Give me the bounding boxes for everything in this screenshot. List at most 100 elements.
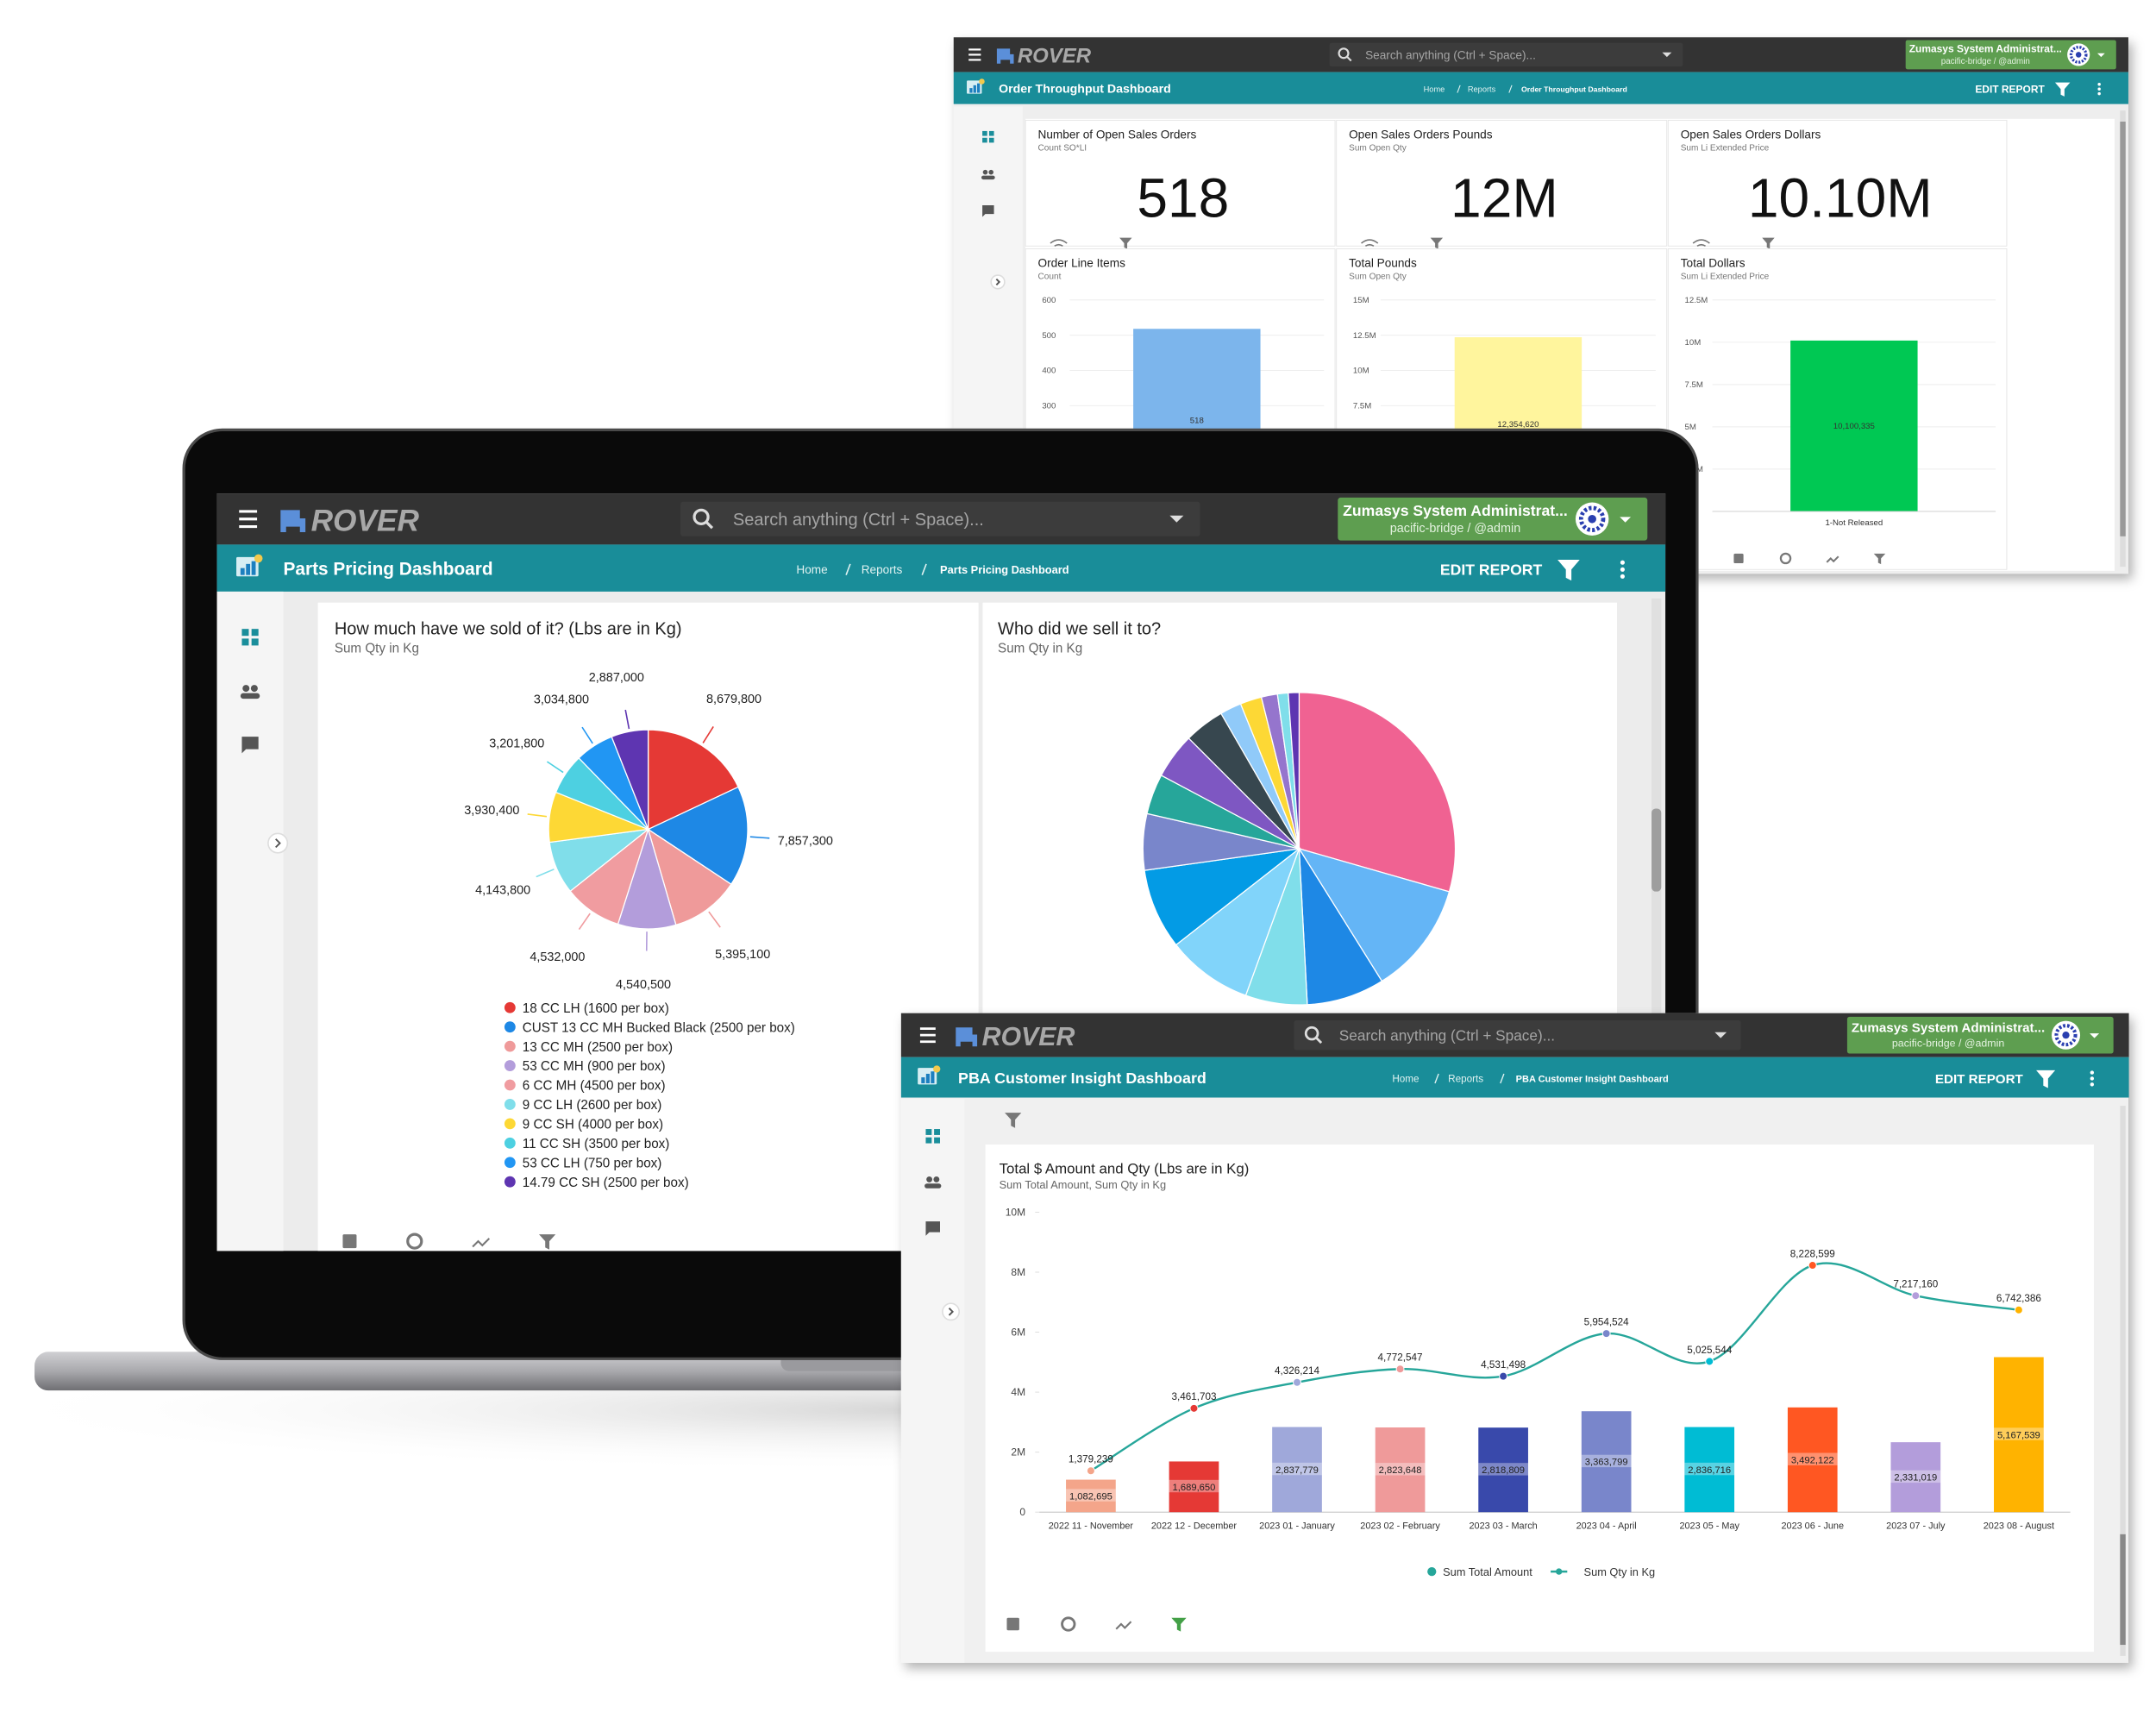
- more-icon: [1620, 560, 1625, 565]
- filter-icon[interactable]: [2036, 1070, 2056, 1088]
- bar-label-bg: [1169, 1479, 1219, 1493]
- more-icon: [2090, 1070, 2095, 1075]
- x-tick-label: 2023 08 - August: [1984, 1521, 2054, 1531]
- leader-line: [708, 911, 721, 928]
- point-value-label: 5,025,544: [1687, 1345, 1732, 1356]
- legend-label: 13 CC MH (2500 per box): [523, 1040, 673, 1055]
- breadcrumb-separator: [1508, 85, 1513, 93]
- bar-value-label: 3,363,799: [1585, 1458, 1628, 1468]
- sidebar-toggle: [995, 278, 1001, 285]
- legend-swatch: [504, 1021, 516, 1033]
- nav-dashboard: [988, 130, 994, 136]
- nav-dashboard: [251, 629, 259, 637]
- nav-dashboard: [982, 137, 987, 143]
- filter-icon[interactable]: [1557, 560, 1580, 581]
- report-filter[interactable]: [1005, 1113, 1022, 1128]
- legend-swatch: [1556, 1568, 1563, 1575]
- bar-label-bg: [1375, 1463, 1426, 1476]
- bar-value-label: 3,492,122: [1791, 1455, 1834, 1465]
- dashboard-icon: [921, 1077, 925, 1083]
- dashboard-title: Order Throughput Dashboard: [999, 83, 1171, 97]
- y-tick-label: 10M: [1353, 367, 1369, 376]
- pie-slice: [611, 729, 649, 830]
- breadcrumb: Reports: [1448, 1074, 1483, 1085]
- slice-label: 4,540,500: [616, 978, 671, 992]
- sidebar-toggle[interactable]: [990, 274, 1006, 290]
- search-icon: [1304, 1026, 1319, 1041]
- dashboard-icon: [251, 561, 256, 575]
- kpi-filter: [1762, 237, 1775, 249]
- bar-label-bg: [1890, 1470, 1941, 1484]
- scrollbar-thumb: [2120, 122, 2126, 536]
- breadcrumb-separator: [1434, 1073, 1439, 1084]
- leader-line: [702, 726, 714, 743]
- app-header: ROVER Search anything (Ctrl + Space)... Zu…: [216, 493, 1666, 592]
- search-dropdown: [1169, 515, 1184, 523]
- nav-users: [981, 175, 995, 180]
- sidebar-toggle[interactable]: [942, 1302, 961, 1321]
- line-point: [1499, 1371, 1508, 1381]
- edit-report[interactable]: EDIT REPORT: [1440, 561, 1543, 579]
- kpi-card: [1667, 119, 2008, 247]
- bar-value-label: 2,818,809: [1482, 1465, 1525, 1476]
- scrollbar-thumb: [1651, 808, 1662, 892]
- bar-value-label: 2,823,648: [1379, 1465, 1422, 1476]
- leader-line: [546, 761, 564, 774]
- pie-slice: [1297, 847, 1451, 982]
- kpi-subtitle: Count SO*LI: [1038, 144, 1087, 154]
- leader-line: [749, 836, 770, 839]
- avatar: [1588, 514, 1596, 524]
- nav-dashboard: [925, 1137, 932, 1144]
- y-tick-label: 500: [1042, 331, 1056, 341]
- kpi-filter: [1119, 237, 1132, 249]
- y-tick-label: 8M: [1011, 1266, 1025, 1278]
- filter-icon[interactable]: [2054, 82, 2071, 97]
- avatar: [2069, 46, 2088, 64]
- bar-value-label: 518: [1190, 416, 1204, 425]
- y-tick-label: 15M: [1353, 296, 1369, 305]
- pie-slice: [1175, 847, 1300, 996]
- legend-label: Sum Total Amount: [1443, 1565, 1532, 1578]
- breadcrumb-current: Order Throughput Dashboard: [1521, 85, 1627, 93]
- bar-value-label: 2,836,716: [1688, 1465, 1731, 1476]
- bar: [1272, 1427, 1322, 1513]
- edit-report[interactable]: EDIT REPORT: [1975, 84, 2045, 96]
- kpi-card: [1336, 119, 1668, 247]
- y-tick-label: 12.5M: [1685, 296, 1708, 305]
- user-name: Zumasys System Administrat...: [1852, 1021, 2045, 1036]
- nav-users: [250, 685, 258, 693]
- app-name: ROVER: [311, 504, 420, 537]
- more-icon: [1620, 567, 1625, 572]
- bar-label-bg: [1478, 1463, 1528, 1476]
- bar-value-label: 12,354,620: [1497, 420, 1539, 430]
- chart-subtitle: Sum Li Extended Price: [1681, 273, 1770, 282]
- leader-line: [527, 813, 548, 818]
- legend-label: 9 CC SH (4000 per box): [523, 1117, 663, 1132]
- app-name: ROVER: [1018, 45, 1092, 68]
- nav-dashboard: [934, 1137, 940, 1144]
- sidebar-toggle: [275, 838, 281, 849]
- app-header: ROVER Search anything (Ctrl + Space)... Zu…: [900, 1013, 2129, 1098]
- line-series: [1090, 1262, 2020, 1472]
- kpi-title: Open Sales Orders Pounds: [1349, 128, 1493, 141]
- more-icon: [2090, 1082, 2095, 1087]
- y-tick-label: 12.5M: [1353, 331, 1376, 341]
- logo-icon: [956, 1027, 978, 1047]
- scrollbar-thumb: [2120, 1534, 2126, 1646]
- search-icon: [1338, 47, 1350, 60]
- y-tick-label: 5M: [1685, 423, 1696, 432]
- user-box: [1338, 497, 1648, 541]
- search-icon: [1346, 56, 1352, 62]
- user-box: [1905, 40, 2116, 70]
- legend-label: CUST 13 CC MH Bucked Black (2500 per box…: [523, 1020, 795, 1035]
- search-icon: [705, 521, 714, 530]
- chart-type-pie: [1779, 552, 1792, 565]
- breadcrumb: Reports: [862, 563, 903, 576]
- chart-title: Total $ Amount and Qty (Lbs are in Kg): [1000, 1161, 1250, 1177]
- edit-report[interactable]: EDIT REPORT: [1935, 1072, 2024, 1087]
- sidebar-toggle[interactable]: [267, 832, 289, 854]
- chart-subtitle: Count: [1038, 273, 1062, 282]
- kpi-icon: [1692, 239, 1710, 247]
- nav-dashboard: [982, 130, 987, 136]
